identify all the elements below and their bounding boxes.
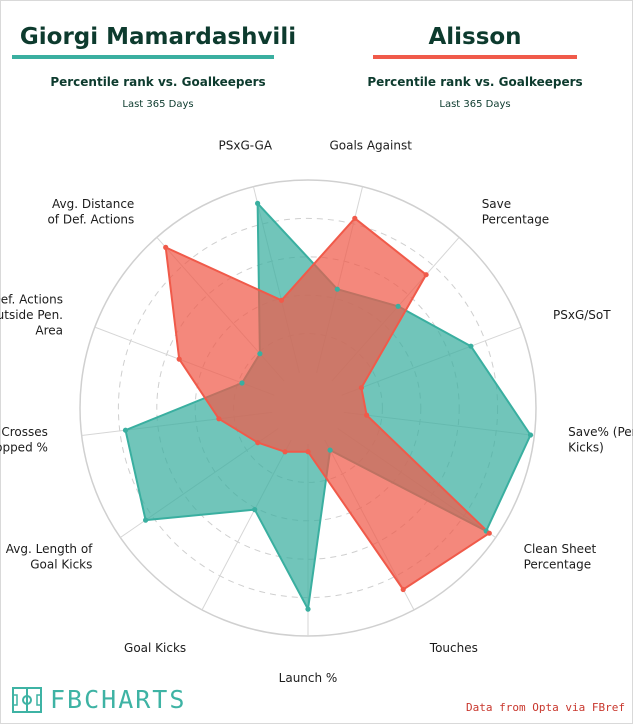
- axis-label-1: Save Percentage: [482, 197, 550, 227]
- series-0-point-11: [257, 351, 263, 357]
- series-1-point-11: [163, 244, 169, 250]
- series-1-point-6: [305, 449, 311, 455]
- series-1-point-4: [486, 530, 492, 536]
- axis-label-9: CrossesStopped %: [0, 425, 48, 455]
- series-0-point-8: [143, 517, 149, 523]
- series-1-point-3: [364, 412, 370, 418]
- series-0-point-0: [334, 286, 340, 292]
- axis-label-2: PSxG/SoT: [553, 308, 611, 322]
- axis-label-10: Def. ActionsOutside Pen.Area: [0, 293, 63, 338]
- series-0-point-9: [122, 427, 129, 433]
- player-1-color-rule: [12, 55, 274, 59]
- player-2-name: Alisson: [428, 24, 522, 50]
- axis-label-7: Goal Kicks: [124, 641, 186, 655]
- player-1-period: Last 365 Days: [122, 99, 194, 110]
- series-0-point-2: [468, 343, 474, 349]
- series-1-point-2: [358, 385, 364, 391]
- axis-label-6: Launch %: [279, 671, 338, 685]
- series-area-1: [164, 217, 491, 591]
- series-1-point-1: [423, 272, 429, 278]
- pitch-icon: [12, 687, 42, 713]
- series-1-point-12: [278, 297, 285, 303]
- player-1-subtitle: Percentile rank vs. Goalkeepers: [50, 75, 266, 89]
- data-source: Data from Opta via FBref: [466, 701, 625, 714]
- series-1-point-9: [216, 416, 222, 422]
- series-1-point-8: [255, 440, 261, 446]
- axis-label-0: Goals Against: [329, 139, 412, 153]
- series-0-point-12: [255, 200, 261, 206]
- series-0-point-10: [239, 380, 245, 386]
- series-0-point-3: [527, 432, 534, 438]
- axis-label-12: PSxG-GA: [219, 139, 273, 153]
- axis-label-11: Avg. Distance of Def. Actions: [47, 197, 134, 227]
- player-2-color-rule: [373, 55, 577, 59]
- fbcharts-logo: FBCHARTS: [12, 687, 186, 713]
- axis-label-4: Clean Sheet Percentage: [524, 542, 597, 572]
- player-2-period: Last 365 Days: [439, 99, 511, 110]
- series-1-point-5: [400, 586, 406, 593]
- series-0-point-5: [327, 447, 333, 453]
- player-2-subtitle: Percentile rank vs. Goalkeepers: [367, 75, 583, 89]
- logo-text: FBCHARTS: [50, 685, 187, 714]
- series-1-point-7: [282, 449, 288, 455]
- series-0-point-7: [252, 507, 258, 513]
- axis-label-3: Save% (PenaltyKicks): [568, 425, 633, 455]
- axis-label-5: Touches: [429, 641, 478, 655]
- player-1-name: Giorgi Mamardashvili: [19, 24, 297, 50]
- series-1-point-10: [176, 356, 182, 362]
- axis-label-8: Avg. Length of Goal Kicks: [6, 542, 93, 572]
- series-0-point-6: [305, 606, 311, 612]
- series-0-point-1: [395, 303, 401, 309]
- series-1-point-0: [352, 215, 358, 221]
